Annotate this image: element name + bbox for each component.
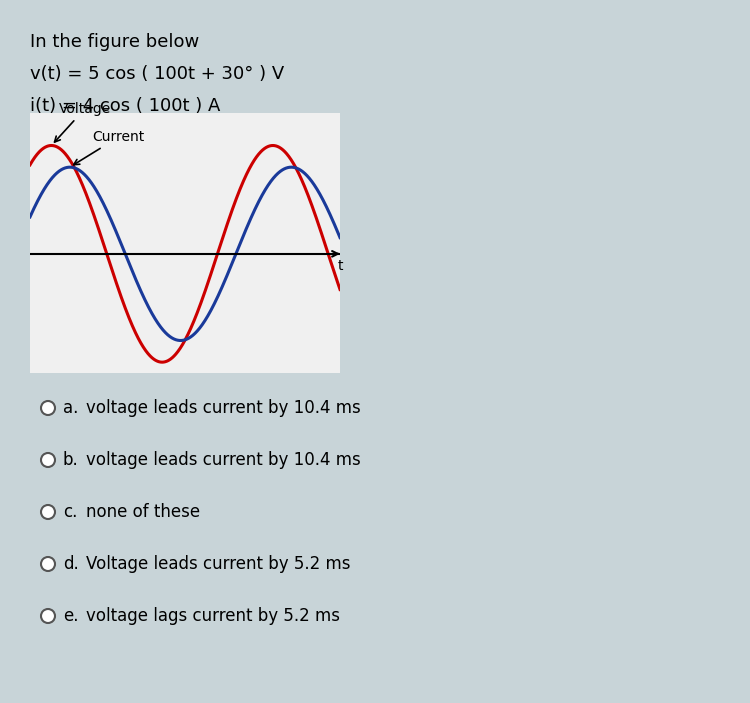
Text: d.: d. bbox=[63, 555, 79, 573]
Text: i(t) = 4 cos ( 100t ) A: i(t) = 4 cos ( 100t ) A bbox=[30, 97, 220, 115]
Text: voltage leads current by 10.4 ms: voltage leads current by 10.4 ms bbox=[86, 399, 361, 417]
Circle shape bbox=[41, 557, 55, 571]
Text: c.: c. bbox=[63, 503, 77, 521]
Circle shape bbox=[41, 609, 55, 623]
Text: In the figure below: In the figure below bbox=[30, 33, 200, 51]
Text: b.: b. bbox=[63, 451, 79, 469]
Text: t: t bbox=[338, 259, 343, 273]
Text: v(t) = 5 cos ( 100t + 30° ) V: v(t) = 5 cos ( 100t + 30° ) V bbox=[30, 65, 284, 83]
Circle shape bbox=[41, 453, 55, 467]
Circle shape bbox=[41, 401, 55, 415]
Text: Voltage leads current by 5.2 ms: Voltage leads current by 5.2 ms bbox=[86, 555, 350, 573]
Text: Voltage: Voltage bbox=[55, 102, 111, 142]
Text: e.: e. bbox=[63, 607, 79, 625]
Text: voltage leads current by 10.4 ms: voltage leads current by 10.4 ms bbox=[86, 451, 361, 469]
Circle shape bbox=[41, 505, 55, 519]
Text: Current: Current bbox=[74, 130, 145, 165]
Text: voltage lags current by 5.2 ms: voltage lags current by 5.2 ms bbox=[86, 607, 340, 625]
Text: a.: a. bbox=[63, 399, 78, 417]
Text: none of these: none of these bbox=[86, 503, 200, 521]
